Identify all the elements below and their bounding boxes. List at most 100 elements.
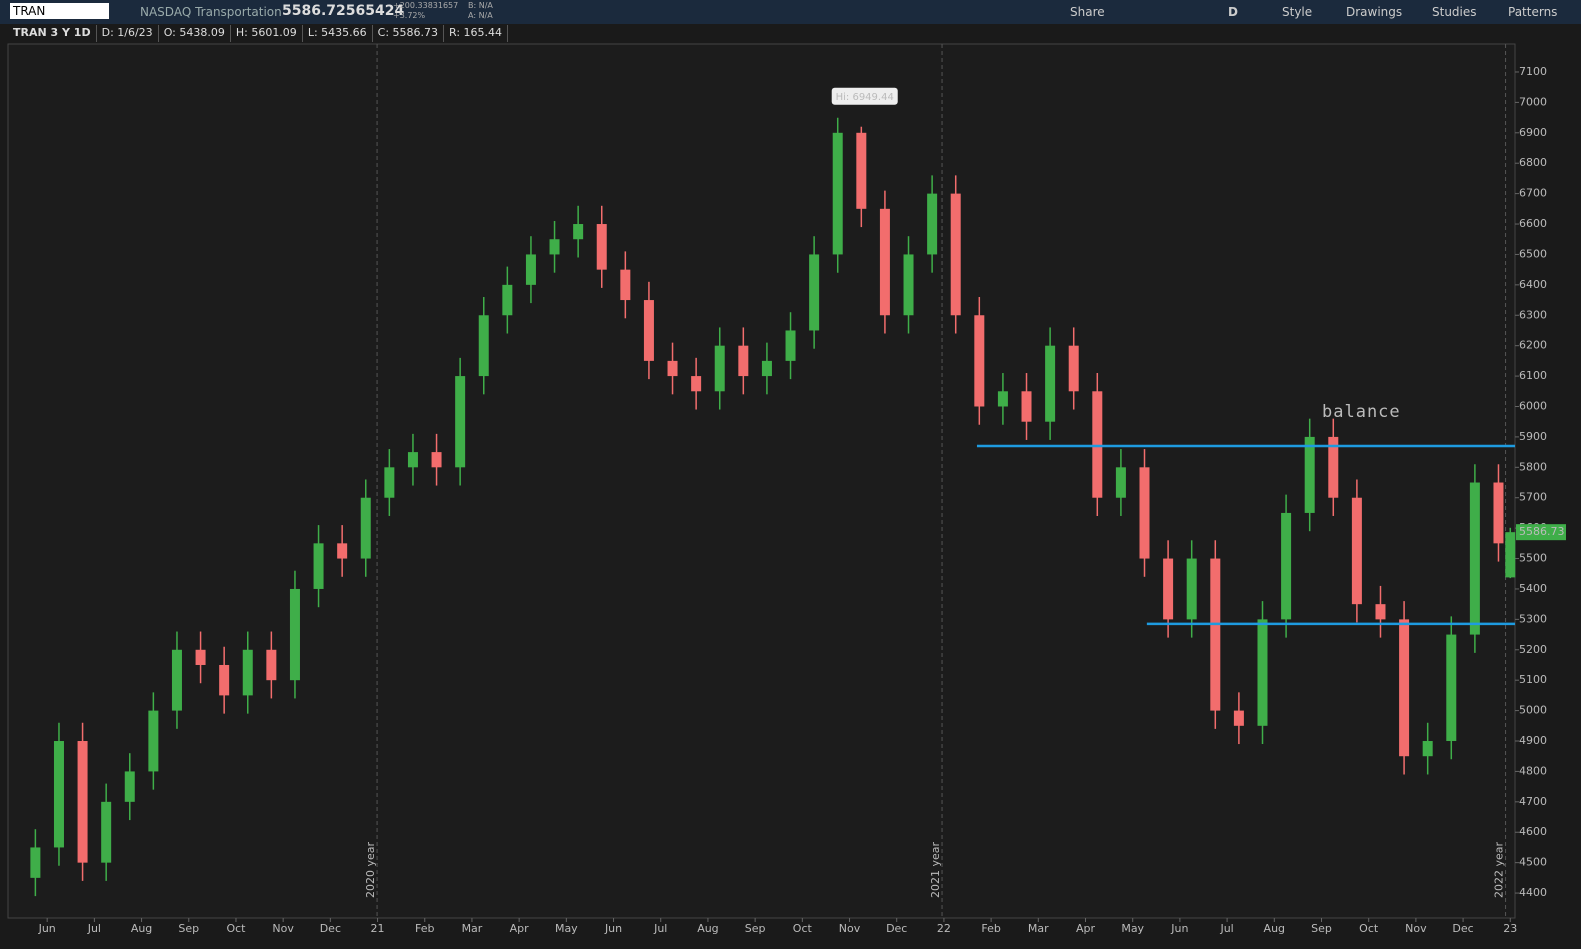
candle-body (714, 345, 725, 392)
candle-body (785, 330, 796, 361)
candle-body (856, 132, 867, 209)
symbol-input[interactable]: TRAN (10, 3, 109, 19)
y-tick-label: 4800 (1519, 764, 1547, 777)
candle-body (148, 710, 159, 772)
hi-label: Hi: 6949.44 (836, 92, 894, 103)
candle-body (242, 649, 253, 696)
candle-body (77, 741, 88, 863)
y-tick-label: 4600 (1519, 825, 1547, 838)
candle-body (667, 360, 678, 377)
info: L: 5435.66 (303, 25, 373, 42)
hi-label-box (831, 87, 898, 105)
candle-body (1469, 482, 1480, 635)
candle-body (1021, 391, 1032, 422)
x-tick-label: Dec (886, 922, 907, 935)
y-tick-label: 5500 (1519, 552, 1547, 565)
x-tick-label: Nov (839, 922, 861, 935)
button[interactable]: Share (1070, 5, 1105, 19)
x-tick-label: May (555, 922, 578, 935)
candle-body (407, 452, 418, 468)
candle-body (950, 193, 961, 316)
candle-body (761, 360, 772, 377)
x-tick-label: Jul (653, 922, 667, 935)
candle-body (620, 269, 631, 301)
x-tick-label: 23 (1503, 922, 1517, 935)
x-tick-label: Nov (272, 922, 294, 935)
plot-area (7, 43, 1516, 919)
y-tick-label: 6400 (1519, 278, 1547, 291)
candle-body (219, 664, 230, 696)
info: C: 5586.73 (373, 25, 445, 42)
bid: B: N/A (468, 1, 493, 10)
y-tick-label: 6500 (1519, 247, 1547, 260)
x-tick-label: Dec (320, 922, 341, 935)
candle-body (691, 376, 702, 392)
candle-body (1505, 532, 1516, 578)
info: H: 5601.09 (231, 25, 303, 42)
x-tick-label: Oct (793, 922, 813, 935)
x-tick-label: Jul (87, 922, 101, 935)
candle-body (124, 771, 135, 802)
candle-body (1422, 741, 1433, 757)
candle-body (879, 208, 890, 316)
y-tick-label: 5400 (1519, 582, 1547, 595)
x-tick-label: Oct (226, 922, 246, 935)
x-tick-label: Jun (38, 922, 56, 935)
toolbar: TRAN NASDAQ Transportation 5586.72565424… (0, 0, 1581, 24)
candle-body (337, 543, 348, 559)
candle-body (1092, 391, 1103, 498)
button[interactable]: Style (1282, 5, 1313, 19)
y-tick-label: 6600 (1519, 217, 1547, 230)
y-tick-label: 5900 (1519, 430, 1547, 443)
x-tick-label: Mar (1028, 922, 1049, 935)
candle-body (738, 345, 749, 377)
candle-body (1257, 619, 1268, 726)
y-tick-label: 5200 (1519, 643, 1547, 656)
button[interactable]: Drawings (1346, 5, 1403, 19)
candle-body (1446, 634, 1457, 742)
candle-body (101, 801, 112, 863)
separator-label: 2022 year (1493, 841, 1506, 898)
button[interactable]: Patterns (1508, 5, 1558, 19)
info: TRAN 3 Y 1D (8, 25, 97, 42)
button[interactable]: Studies (1432, 5, 1477, 19)
y-tick-label: 5700 (1519, 491, 1547, 504)
candle-body (53, 741, 64, 848)
candle-body (1186, 558, 1197, 620)
candle-body (171, 649, 182, 711)
x-tick-label: Feb (981, 922, 1000, 935)
x-tick-label: Aug (1264, 922, 1285, 935)
candle-body (974, 315, 985, 407)
x-tick-label: Jun (1170, 922, 1188, 935)
x-tick-label: 21 (371, 922, 385, 935)
x-tick-label: Oct (1359, 922, 1379, 935)
candle-body (360, 497, 371, 559)
candle-body (997, 391, 1008, 407)
y-tick-label: 4900 (1519, 734, 1547, 747)
candle-body (1281, 512, 1292, 620)
candle-body (1068, 345, 1079, 392)
candle-body (478, 315, 489, 377)
candle-body (1351, 497, 1362, 605)
y-tick-label: 4500 (1519, 856, 1547, 869)
x-tick-label: Sep (178, 922, 199, 935)
button[interactable]: D (1228, 5, 1238, 19)
x-tick-label: Apr (1076, 922, 1096, 935)
y-tick-label: 5100 (1519, 673, 1547, 686)
candle-body (643, 300, 654, 361)
candle-body (431, 452, 442, 468)
info: R: 165.44 (444, 25, 509, 42)
y-tick-label: 5800 (1519, 460, 1547, 473)
candle-body (195, 649, 206, 665)
ask: A: N/A (468, 11, 493, 20)
y-tick-label: 6900 (1519, 126, 1547, 139)
candle-body (927, 193, 938, 255)
y-tick-label: 4400 (1519, 886, 1547, 899)
y-tick-label: 7000 (1519, 95, 1547, 108)
separator-label: 2020 year (364, 841, 377, 898)
candle-body (1139, 467, 1150, 559)
x-tick-label: Aug (131, 922, 152, 935)
candle-body (384, 467, 395, 498)
candle-body (596, 224, 607, 270)
annotation: balance (1322, 402, 1401, 422)
